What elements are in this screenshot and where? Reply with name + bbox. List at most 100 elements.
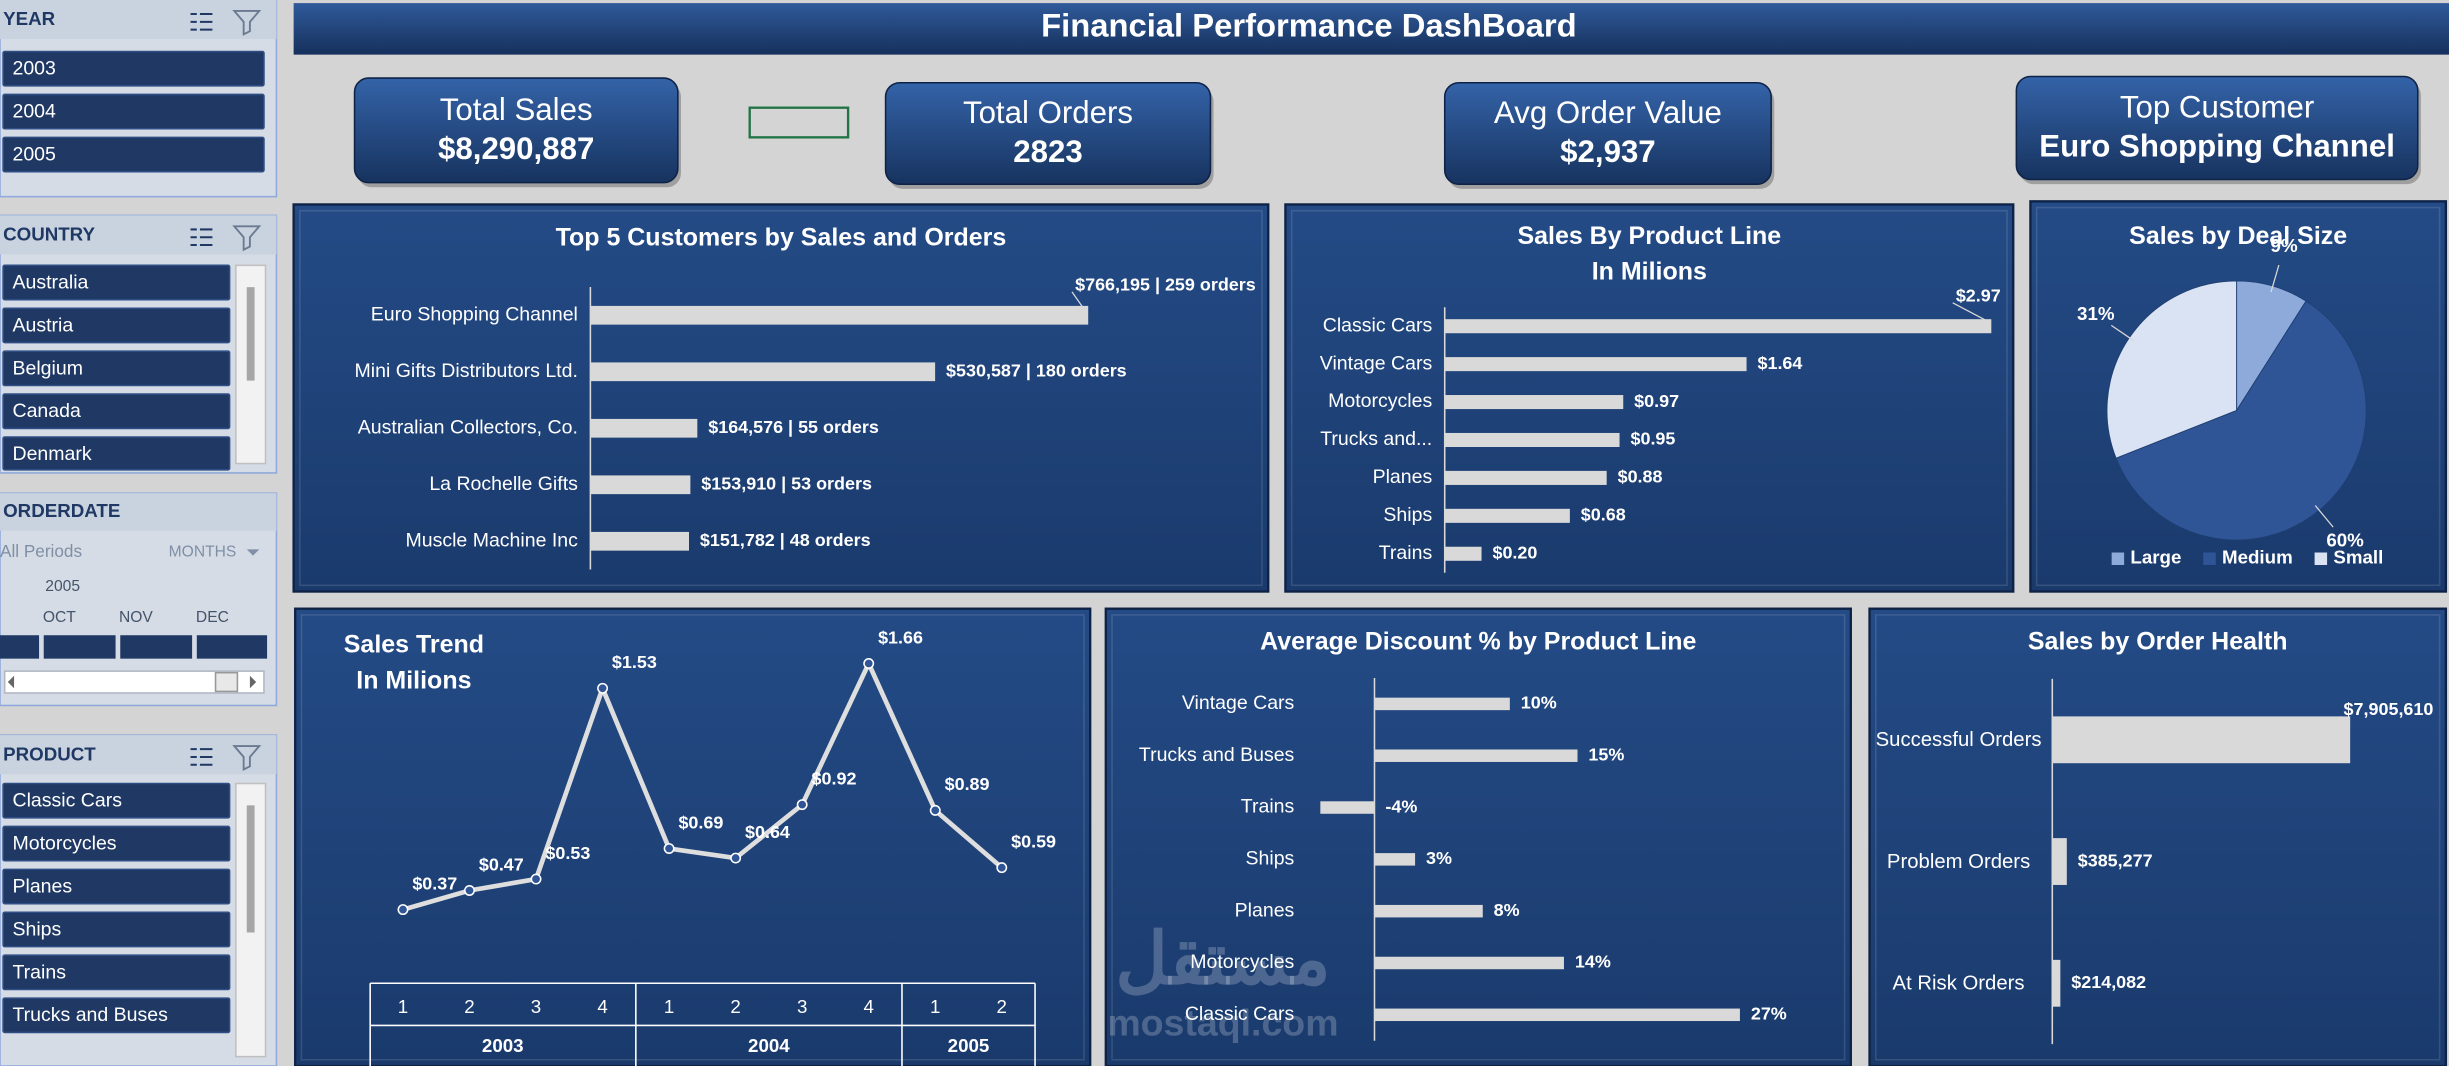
clear-filter-icon[interactable] [232, 9, 262, 36]
data-label: 15% [1588, 744, 1624, 764]
data-label: 31% [2077, 303, 2115, 324]
slicer-item[interactable] [2, 307, 231, 344]
slicer-item[interactable] [2, 825, 231, 862]
data-label: $151,782 | 48 orders [700, 530, 871, 550]
kpi-label: Top Customer [2120, 90, 2314, 125]
chart-panel [1104, 607, 1852, 1066]
bar [590, 475, 691, 495]
kpi-card [1443, 81, 1772, 185]
x-tick-label: 2 [730, 996, 740, 1017]
kpi-value: 2823 [1013, 134, 1082, 169]
bar [1444, 508, 1570, 523]
chart-title: Average Discount % by Product Line [1260, 628, 1696, 656]
category-label: Vintage Cars [1182, 692, 1295, 714]
timeline-tile[interactable] [120, 635, 193, 659]
slicer-item-label: Canada [12, 400, 80, 422]
category-label: Trains [1241, 796, 1295, 818]
marker [397, 904, 409, 916]
data-label: -4% [1385, 796, 1417, 816]
data-label: 9% [2271, 235, 2298, 256]
slicer-item[interactable] [2, 954, 231, 991]
selected-cell [748, 106, 850, 139]
slicer-item[interactable] [2, 868, 231, 905]
kpi-card [884, 81, 1212, 185]
timeline-level[interactable]: MONTHS [169, 544, 237, 561]
multi-select-icon[interactable] [190, 228, 213, 247]
category-label: Planes [1235, 899, 1295, 921]
leader-line [2110, 324, 2135, 342]
scroll-thumb[interactable] [214, 671, 239, 693]
leader-line [1952, 302, 1989, 323]
data-label: $1.53 [612, 652, 657, 672]
slicer-item[interactable] [2, 93, 265, 130]
x-tick-label: 2 [997, 996, 1007, 1017]
x-group-label: 2004 [748, 1035, 790, 1056]
slicer-item[interactable] [2, 782, 231, 819]
chart-title: Sales by Order Health [2028, 628, 2288, 656]
slicer-item[interactable] [2, 997, 231, 1034]
timeline-tile[interactable] [0, 635, 40, 659]
slicer-item[interactable] [2, 264, 231, 301]
legend-label: Small [2333, 547, 2383, 568]
slicer-item-label: 2003 [12, 58, 55, 80]
slicer-frame [0, 214, 278, 474]
data-label: 3% [1426, 848, 1452, 868]
category-label: Ships [1383, 504, 1432, 526]
multi-select-icon[interactable] [190, 13, 213, 31]
slicer-item[interactable] [2, 50, 265, 87]
leader-line [1071, 291, 1086, 311]
kpi-label: Avg Order Value [1494, 95, 1722, 130]
chart-panel [1868, 607, 2448, 1066]
slicer-item-label: Trains [12, 961, 66, 983]
category-label: Trains [1379, 542, 1433, 564]
category-label: Trucks and Buses [1139, 744, 1295, 766]
data-label: 60% [2326, 530, 2364, 551]
bar [1374, 853, 1416, 866]
clear-filter-icon[interactable] [232, 745, 262, 771]
multi-select-icon[interactable] [190, 748, 213, 766]
timeline-tile[interactable] [43, 635, 116, 659]
slicer-item-label: Trucks and Buses [12, 1004, 168, 1026]
slicer-item-label: 2005 [12, 143, 56, 165]
slicer-item-label: Classic Cars [12, 790, 122, 812]
leader-line [2339, 716, 2348, 736]
slicer-header [0, 0, 277, 40]
timeline-tile[interactable] [196, 635, 268, 659]
chart-title: Top 5 Customers by Sales and Orders [556, 223, 1007, 251]
x-axis-frame [369, 982, 1036, 1066]
slicer-item[interactable] [2, 436, 231, 471]
timeline-month: OCT [43, 609, 76, 626]
slicer-item[interactable] [2, 393, 231, 430]
bar [1444, 395, 1624, 410]
clear-filter-icon[interactable] [232, 225, 262, 252]
bar [590, 305, 1089, 325]
timeline-slicer[interactable]: ORDERDATE All Periods MONTHS 2005 [0, 492, 278, 707]
data-label: $0.89 [945, 774, 990, 794]
slicer-item-label: Ships [12, 918, 61, 940]
bar [2052, 716, 2351, 764]
panel-bevel [1290, 209, 2008, 587]
panel-bevel [2035, 206, 2441, 587]
bar [2052, 959, 2061, 1007]
x-tick-label: 1 [664, 996, 674, 1017]
category-label: Vintage Cars [1320, 352, 1433, 374]
data-label: 10% [1521, 693, 1557, 713]
slicer-item[interactable] [2, 136, 265, 173]
slicer-item[interactable] [2, 911, 231, 948]
data-label: $0.97 [1634, 391, 1679, 411]
category-label: Mini Gifts Distributors Ltd. [355, 360, 578, 382]
category-label-box: At Risk Orders [1893, 971, 2025, 994]
category-label: Ships [1246, 848, 1295, 870]
data-label: $0.68 [1581, 505, 1626, 525]
data-label: $214,082 [2071, 972, 2146, 992]
data-label: $0.47 [479, 854, 524, 874]
timeline-scrollbar[interactable] [3, 670, 265, 694]
chart-panel [1284, 203, 2015, 593]
leader-line [2270, 264, 2280, 293]
data-label: $7,905,610 [2344, 699, 2434, 719]
data-label: $0.92 [812, 768, 857, 788]
legend-swatch [2203, 552, 2216, 565]
slicer-item[interactable] [2, 350, 231, 387]
